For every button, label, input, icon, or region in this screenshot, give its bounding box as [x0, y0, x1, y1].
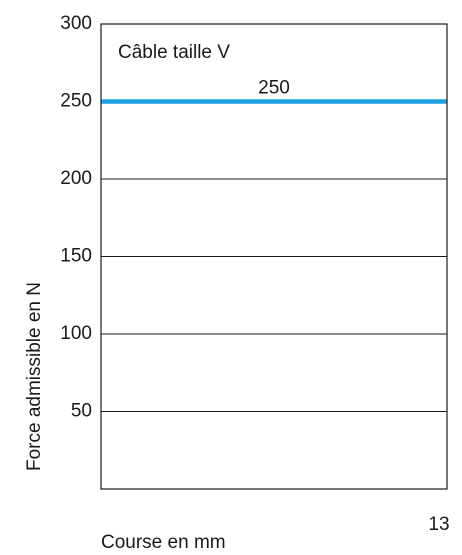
y-tick-label-150: 150	[60, 246, 92, 267]
x-tick-labels: 13	[428, 514, 449, 535]
grid-lines	[101, 101, 447, 412]
x-tick-label-13: 13	[428, 514, 449, 535]
y-tick-label-200: 200	[60, 168, 92, 189]
x-axis-label: Course en mm	[101, 532, 226, 553]
chart-title: Câble taille V	[118, 42, 230, 63]
plot-frame	[100, 23, 448, 490]
y-axis-label: Force admissible en N	[24, 282, 45, 471]
y-tick-labels: 50 100 150 200 250 300	[60, 13, 92, 422]
y-tick-label-250: 250	[60, 91, 92, 112]
y-tick-label-300: 300	[60, 13, 92, 34]
y-tick-label-100: 100	[60, 323, 92, 344]
y-tick-label-50: 50	[71, 401, 92, 422]
data-label: 250	[258, 78, 290, 99]
